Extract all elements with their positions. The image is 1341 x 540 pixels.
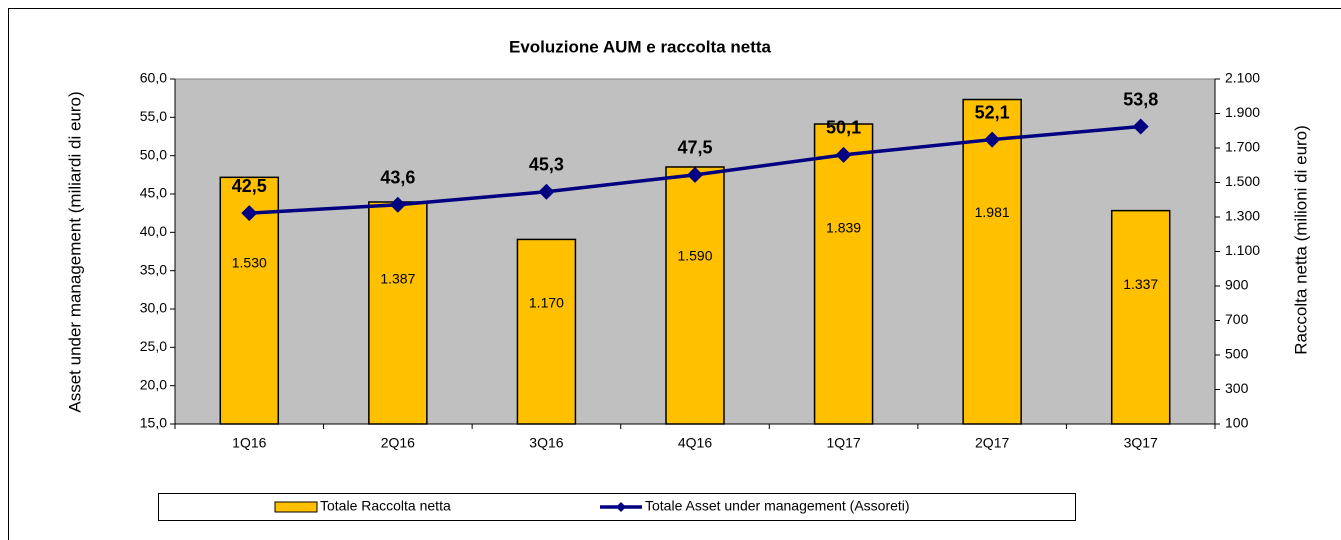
y-axis-label: Asset under management (miliardi di euro… [65,91,84,412]
y-tick-label: 40,0 [140,223,167,239]
line-marker [687,166,703,183]
line-value-label: 52,1 [975,102,1010,122]
y-tick-label: 55,0 [140,108,167,124]
y-tick-label: 35,0 [140,261,167,277]
bar [1110,209,1171,425]
line-value-label: 45,3 [529,154,564,174]
y2-tick-label: 1.900 [1225,104,1260,120]
x-tick-label: 3Q16 [529,435,563,451]
line-marker [389,196,406,213]
x-tick-label: 2Q16 [381,435,415,451]
legend-swatch [274,501,318,513]
x-tick-label: 3Q17 [1124,435,1158,451]
y-tick-label: 25,0 [140,338,167,354]
x-tick-label: 4Q16 [678,435,712,451]
line-value-label: 43,6 [380,167,415,187]
y2-tick-label: 2.100 [1225,70,1260,86]
line-value-label: 50,1 [826,118,861,138]
line-marker [1132,118,1149,135]
y-tick-label: 45,0 [140,185,167,201]
line-marker [241,205,258,222]
y2-tick-label: 500 [1225,346,1249,362]
y2-tick-label: 300 [1225,380,1249,396]
bar-value-label: 1.337 [1123,276,1158,292]
line-value-label: 47,5 [677,138,712,158]
bar-value-label: 1.590 [677,248,712,264]
x-tick-label: 1Q16 [232,435,266,451]
y2-tick-label: 700 [1225,311,1249,327]
bar-value-label: 1.530 [232,254,267,270]
y2-tick-label: 1.500 [1225,173,1260,189]
bar-value-label: 1.387 [380,270,415,286]
y-tick-label: 15,0 [140,415,167,431]
legend-label: Totale Asset under management (Assoreti) [645,498,910,514]
legend-marker [616,502,626,512]
bar [665,166,725,425]
x-tick-label: 2Q17 [975,435,1009,451]
y2-tick-label: 1.300 [1225,208,1260,224]
x-tick-label: 1Q17 [826,435,860,451]
y-tick-label: 30,0 [140,300,167,316]
y2-tick-label: 1.700 [1225,139,1260,155]
line-marker [984,131,1001,148]
y-tick-label: 60,0 [140,70,167,86]
y-tick-label: 50,0 [140,146,167,162]
y-tick-label: 20,0 [140,376,167,392]
line-value-label: 53,8 [1123,89,1158,109]
bar [962,98,1022,425]
y2-axis-label: Raccolta netta (milioni di euro) [1291,125,1310,355]
bar-value-label: 1.839 [826,220,861,236]
line-value-label: 42,5 [232,176,267,196]
line-marker [538,183,555,200]
bar-value-label: 1.981 [975,204,1010,220]
bar [516,238,577,425]
y2-tick-label: 900 [1225,277,1249,293]
bar-value-label: 1.170 [529,295,564,311]
y2-tick-label: 100 [1225,415,1249,431]
bar [368,201,428,425]
bar [813,123,874,425]
legend-label: Totale Raccolta netta [320,498,451,514]
line-marker [835,146,852,163]
y2-tick-label: 1.100 [1225,242,1260,258]
chart-title: Evoluzione AUM e raccolta netta [509,37,772,56]
